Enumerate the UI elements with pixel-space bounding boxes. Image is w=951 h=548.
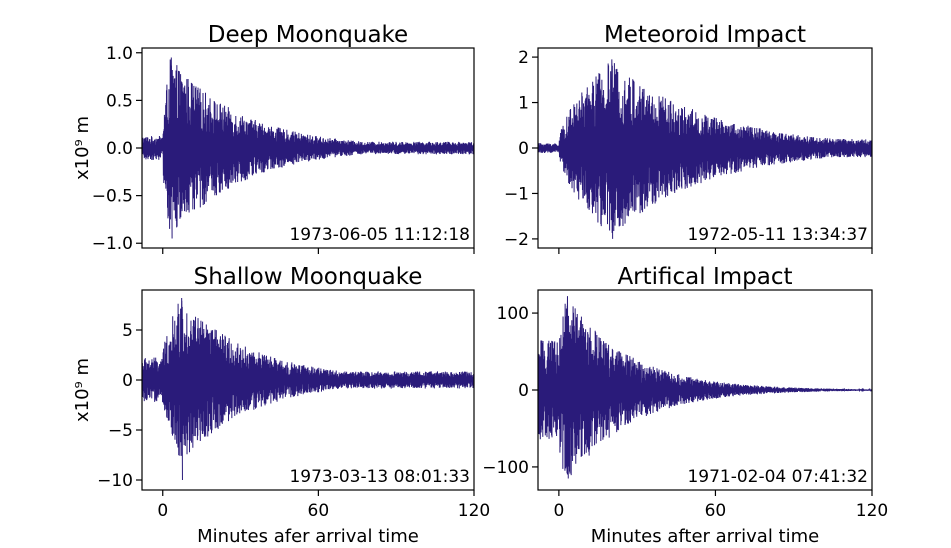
panel-title: Shallow Moonquake [194,264,423,290]
seismic-trace-line [537,296,873,479]
seismic-trace-line [537,59,873,239]
y-tick-label: 0.0 [106,139,133,159]
x-tick-label: 60 [705,501,727,521]
y-tick-label: −0.5 [92,187,133,207]
y-tick-label: −100 [482,458,529,478]
y-tick-label: 1.0 [106,44,133,64]
event-timestamp: 1972-05-11 13:34:37 [687,225,868,245]
y-tick-label: −1.0 [92,234,133,254]
x-tick-label: 120 [458,501,490,521]
x-tick-label: 0 [157,501,168,521]
y-tick-label: 0 [518,381,529,401]
y-tick-label: 0 [518,139,529,159]
seismic-trace-line [141,297,475,481]
seismic-trace-line [141,57,475,239]
x-axis-label: Minutes after arrival time [591,526,819,547]
y-tick-label: 5 [122,321,133,341]
chart-panel-1: 1.0 0.5 0.0 −0.5 −1.0 Deep Moonquake 1973-06-0… [72,22,475,254]
x-axis-label: Minutes afer arrival time [197,526,419,547]
panel-title: Meteoroid Impact [604,22,806,48]
y-axis-label: x10⁹ m [72,358,93,422]
y-axis-label: x10⁹ m [72,116,93,180]
y-tick-label: 100 [497,304,529,324]
y-tick-label: 0.5 [106,91,133,111]
chart-panel-2: 2 1 0 −1 −2 Meteoroid Impact 1972-05-11 13:34:… [504,22,873,254]
plot-frame [141,289,475,491]
y-tick-label: −2 [504,230,529,250]
event-timestamp: 1973-06-05 11:12:18 [289,225,470,245]
panel-title: Deep Moonquake [208,22,408,48]
chart-panel-4: 100 0 −100 0 60 120 Artifical Impact 1971-02-04… [482,264,888,547]
y-tick-label: −1 [504,184,529,204]
x-tick-label: 60 [308,501,330,521]
chart-panel-3: 5 0 −5 −10 0 60 120 Shallow Moonquake 1973-03-13… [72,264,490,547]
x-tick-label: 120 [856,501,888,521]
y-tick-label: 0 [122,371,133,391]
x-tick-label: 0 [553,501,564,521]
y-tick-label: −5 [108,421,133,441]
y-tick-label: 2 [518,48,529,68]
y-tick-label: 1 [518,94,529,114]
event-timestamp: 1973-03-13 08:01:33 [289,467,470,487]
event-timestamp: 1971-02-04 07:41:32 [687,467,868,487]
y-tick-label: −10 [97,471,133,491]
panel-title: Artifical Impact [617,264,792,290]
